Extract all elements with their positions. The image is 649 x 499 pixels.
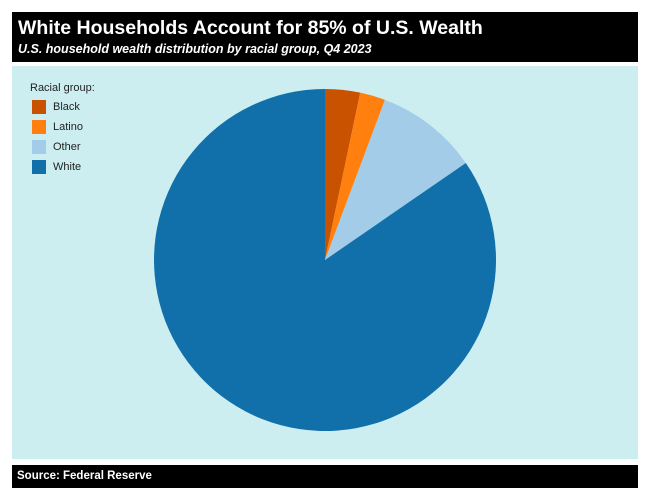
source-note: Source: Federal Reserve xyxy=(17,470,152,482)
legend-item-latino: Latino xyxy=(32,117,95,137)
pie-slice-white xyxy=(153,89,497,431)
legend-swatch xyxy=(32,140,46,154)
legend-label: White xyxy=(53,161,82,173)
chart-footer: Source: Federal Reserve xyxy=(12,465,638,488)
legend-swatch xyxy=(32,100,46,114)
legend-label: Black xyxy=(53,101,80,113)
chart-header: White Households Account for 85% of U.S.… xyxy=(12,12,638,62)
legend-title: Racial group: xyxy=(30,82,95,94)
pie-slice-other xyxy=(325,99,466,260)
legend-item-black: Black xyxy=(32,97,95,117)
pie-chart xyxy=(153,89,497,431)
legend: Racial group: Black Latino Other White xyxy=(30,82,95,177)
pie-slice-latino xyxy=(325,92,385,261)
legend-swatch xyxy=(32,120,46,134)
chart-title: White Households Account for 85% of U.S.… xyxy=(18,17,483,39)
legend-label: Latino xyxy=(53,121,83,133)
chart-subtitle: U.S. household wealth distribution by ra… xyxy=(18,42,372,56)
legend-label: Other xyxy=(53,141,81,153)
legend-item-other: Other xyxy=(32,137,95,157)
pie-slice-black xyxy=(325,89,361,260)
legend-item-white: White xyxy=(32,157,95,177)
legend-swatch xyxy=(32,160,46,174)
chart-panel: Racial group: Black Latino Other White xyxy=(12,66,638,459)
